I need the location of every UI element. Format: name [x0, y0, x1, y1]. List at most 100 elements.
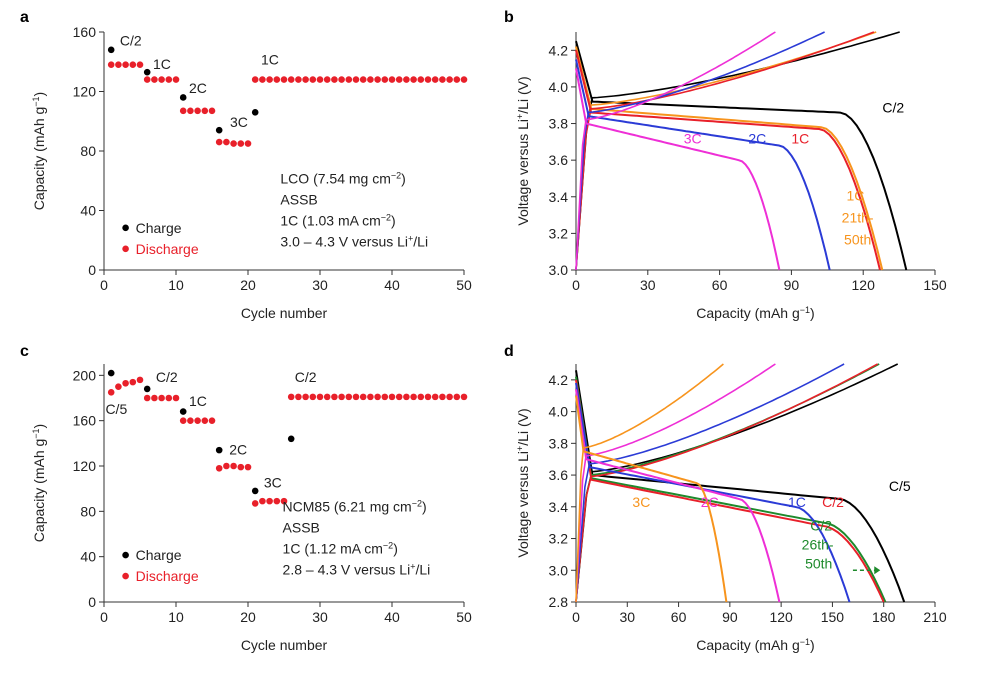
data-point-discharge [107, 389, 115, 396]
annotation-line: NCM85 (6.21 mg cm−2) [283, 498, 427, 514]
data-point-discharge [359, 393, 367, 401]
legend-label: Discharge [136, 568, 199, 584]
y-tick-label: 120 [73, 84, 97, 100]
y-tick-label: 0 [88, 594, 96, 610]
x-tick-label: 150 [821, 609, 845, 625]
data-point-discharge [273, 76, 281, 83]
data-point-discharge [129, 61, 137, 69]
data-point-discharge [453, 393, 461, 401]
curve-label: 3C [632, 494, 650, 510]
data-point-discharge [208, 107, 216, 115]
data-point-discharge [280, 76, 288, 83]
panel-letter-c: c [20, 343, 29, 360]
rate-label: C/2 [120, 32, 142, 48]
y-tick-label: 40 [80, 203, 96, 219]
data-point-discharge [151, 394, 158, 402]
x-tick-label: 90 [784, 277, 800, 293]
data-point-discharge [403, 76, 410, 83]
annotation-line: 1C (1.03 mA cm−2) [280, 213, 395, 229]
data-point-discharge [352, 76, 360, 83]
legend-marker [122, 245, 129, 253]
annotation-line: ASSB [283, 519, 320, 535]
charge-curve-1C [575, 31, 875, 271]
charge-curve-1C [575, 363, 845, 603]
annotation-line: LCO (7.54 mg cm−2) [280, 171, 405, 187]
data-point-discharge [143, 76, 151, 83]
curve-label: C/2 [810, 518, 832, 534]
data-point-discharge [172, 394, 180, 402]
y-tick-label: 4.2 [549, 42, 569, 58]
data-point-discharge [259, 76, 266, 83]
data-point-discharge [295, 76, 302, 83]
rate-label: 3C [230, 114, 248, 130]
x-tick-label: 0 [572, 277, 580, 293]
data-point-discharge [187, 107, 194, 115]
data-point-charge [251, 487, 259, 495]
legend-label: Discharge [136, 241, 199, 257]
arrow-head [874, 566, 881, 575]
data-point-discharge [107, 61, 115, 69]
data-point-discharge [172, 76, 180, 83]
data-point-discharge [287, 76, 295, 83]
data-point-discharge [251, 500, 259, 507]
data-point-charge [179, 94, 187, 101]
x-axis-title: Capacity (mAh g−1) [696, 305, 814, 321]
x-tick-label: 40 [384, 277, 400, 293]
y-tick-label: 2.8 [549, 594, 569, 610]
charge-curve-C/2 [575, 363, 880, 603]
data-point-discharge [136, 376, 144, 384]
data-point-discharge [302, 76, 309, 83]
data-point-discharge [266, 497, 273, 505]
data-point-discharge [367, 76, 374, 83]
data-point-discharge [179, 107, 187, 115]
data-point-discharge [352, 393, 360, 401]
data-point-charge [107, 46, 115, 54]
data-point-discharge [446, 76, 453, 83]
data-point-discharge [323, 76, 331, 83]
y-tick-label: 80 [80, 503, 96, 519]
legend-label: Charge [136, 547, 182, 563]
x-tick-label: 90 [722, 609, 738, 625]
x-tick-label: 0 [100, 277, 108, 293]
annotation-line: 1C (1.12 mA cm−2) [283, 540, 398, 556]
x-tick-label: 20 [240, 277, 256, 293]
legend-marker [122, 572, 129, 580]
data-point-discharge [309, 393, 317, 401]
charge-curve-2C [575, 363, 776, 603]
data-point-discharge [244, 463, 252, 471]
panel-letter-d: d [504, 343, 514, 360]
x-tick-label: 60 [712, 277, 728, 293]
data-point-discharge [215, 464, 223, 472]
curve-label: 50th [805, 556, 832, 572]
data-point-discharge [359, 76, 367, 83]
discharge-curve-C/2 [575, 376, 887, 603]
legend-marker [122, 551, 129, 559]
data-point-discharge [129, 378, 137, 386]
data-point-discharge [424, 76, 432, 83]
y-tick-label: 160 [73, 413, 97, 429]
data-point-charge [143, 68, 151, 76]
y-tick-label: 3.4 [549, 189, 569, 205]
curve-label: 1C [791, 131, 809, 147]
data-point-discharge [230, 462, 237, 470]
data-point-discharge [223, 462, 230, 470]
x-tick-label: 30 [312, 609, 328, 625]
y-axis-title: Voltage versus Li+/Li (V) [515, 408, 531, 557]
data-point-discharge [237, 140, 245, 147]
data-point-discharge [151, 76, 158, 83]
data-point-discharge [374, 393, 381, 401]
y-axis-title: Capacity (mAh g−1) [31, 92, 47, 210]
y-tick-label: 3.0 [549, 262, 569, 278]
panel-letter-b: b [504, 9, 514, 26]
y-tick-label: 3.6 [549, 152, 569, 168]
data-point-discharge [316, 393, 324, 401]
annotation-line: 2.8 – 4.3 V versus Li+/Li [283, 561, 431, 577]
panel-letter-a: a [20, 9, 29, 26]
y-tick-label: 40 [80, 549, 96, 565]
data-point-discharge [201, 417, 209, 424]
rate-label: C/5 [105, 401, 127, 417]
discharge-curve-2C [575, 389, 781, 603]
y-tick-label: 3.8 [549, 116, 569, 132]
data-point-discharge [395, 393, 403, 401]
